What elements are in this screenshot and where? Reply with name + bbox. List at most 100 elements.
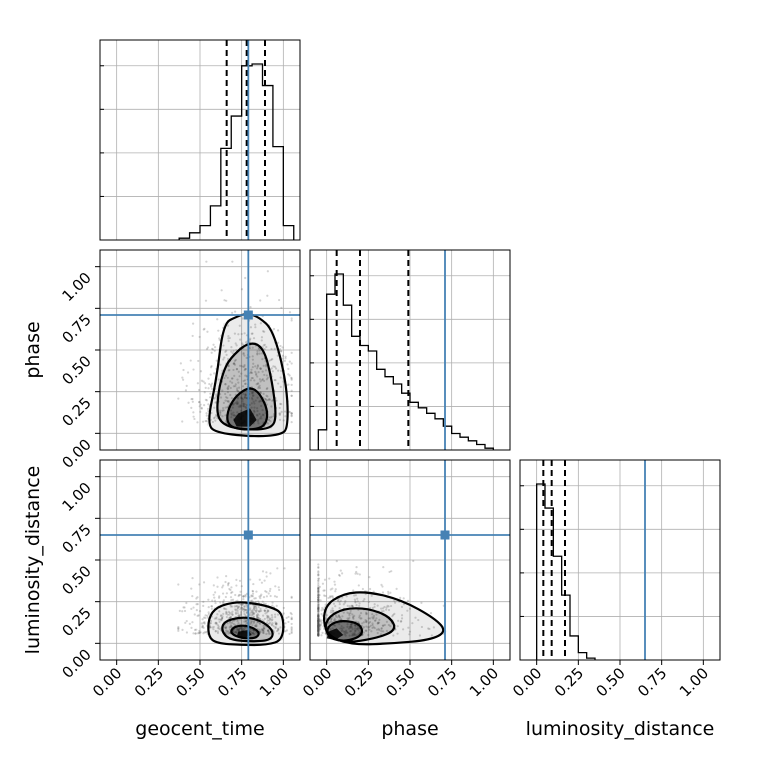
sample-point: [282, 606, 285, 610]
sample-point: [241, 627, 244, 630]
sample-point: [279, 412, 282, 415]
sample-point: [217, 329, 220, 332]
sample-point: [212, 417, 216, 420]
sample-point: [318, 620, 321, 623]
sample-point: [353, 627, 357, 630]
sample-point: [236, 389, 239, 392]
sample-point: [258, 417, 262, 420]
sample-point: [260, 339, 263, 342]
sample-point: [368, 625, 371, 629]
sample-point: [317, 628, 320, 631]
sample-point: [227, 384, 230, 388]
sample-point: [408, 607, 412, 610]
sample-point: [317, 625, 320, 628]
sample-point: [255, 614, 258, 617]
sample-point: [269, 420, 272, 423]
sample-point: [383, 623, 386, 627]
sample-point: [280, 403, 283, 406]
sample-point: [317, 631, 320, 634]
sample-point: [369, 587, 372, 591]
sample-point: [285, 616, 288, 620]
sample-point: [317, 626, 320, 629]
contour-outer: [323, 591, 445, 646]
xlabel-phase: phase: [381, 718, 438, 740]
sample-point: [317, 620, 320, 623]
sample-point: [261, 409, 264, 412]
sample-point: [358, 604, 361, 607]
sample-point: [317, 606, 320, 609]
sample-point: [317, 606, 320, 609]
sample-point: [214, 401, 217, 404]
sample-point: [289, 611, 292, 615]
sample-point: [183, 606, 186, 609]
sample-point: [198, 388, 201, 392]
sample-point: [210, 605, 214, 608]
sample-point: [352, 616, 355, 619]
sample-point: [356, 572, 359, 575]
sample-point: [220, 614, 223, 617]
sample-point: [412, 559, 415, 563]
sample-point: [214, 621, 218, 624]
sample-point: [215, 621, 218, 625]
sample-point: [317, 586, 320, 590]
sample-point: [267, 418, 270, 421]
sample-point: [373, 619, 377, 622]
sample-point: [181, 628, 184, 631]
sample-point: [278, 413, 281, 417]
sample-point: [238, 627, 242, 630]
sample-point: [365, 620, 368, 623]
sample-point: [317, 620, 320, 623]
sample-point: [216, 318, 219, 321]
sample-point: [258, 412, 261, 416]
sample-point: [317, 563, 320, 566]
sample-point: [244, 394, 247, 397]
sample-point: [317, 633, 320, 636]
sample-point: [317, 630, 320, 633]
sample-point: [371, 606, 374, 610]
sample-point: [317, 596, 320, 599]
sample-point: [234, 611, 238, 614]
sample-point: [317, 623, 320, 627]
histogram-geocent_time: [178, 63, 295, 240]
sample-point: [265, 571, 268, 574]
sample-point: [334, 615, 338, 618]
sample-point: [351, 613, 354, 616]
sample-point: [255, 607, 258, 610]
sample-point: [327, 621, 330, 624]
sample-point: [317, 607, 320, 611]
sample-point: [251, 590, 255, 593]
sample-point: [280, 410, 283, 413]
sample-point: [226, 357, 230, 361]
sample-point: [215, 616, 218, 619]
sample-point: [206, 407, 210, 410]
sample-point: [320, 634, 323, 637]
sample-point: [253, 402, 256, 405]
sample-point: [227, 632, 230, 635]
sample-point: [267, 630, 271, 634]
sample-point: [280, 306, 283, 309]
sample-point: [254, 597, 257, 600]
sample-point: [226, 622, 229, 625]
sample-point: [207, 606, 210, 609]
sample-point: [344, 634, 347, 637]
sample-point: [237, 621, 240, 625]
sample-point: [190, 397, 193, 401]
sample-point: [264, 609, 267, 613]
sample-point: [357, 632, 360, 636]
sample-point: [274, 627, 277, 630]
sample-point: [252, 607, 256, 610]
sample-point: [202, 621, 205, 625]
sample-point: [244, 614, 247, 617]
sample-point: [318, 624, 321, 627]
sample-point: [290, 317, 293, 320]
sample-point: [343, 633, 346, 636]
sample-point: [244, 393, 247, 397]
sample-point: [241, 317, 244, 320]
sample-point: [229, 596, 233, 599]
sample-point: [288, 311, 292, 314]
sample-point: [251, 355, 254, 358]
sample-point: [262, 596, 266, 599]
sample-point: [191, 621, 194, 624]
sample-point: [255, 383, 258, 386]
sample-point: [386, 604, 389, 607]
